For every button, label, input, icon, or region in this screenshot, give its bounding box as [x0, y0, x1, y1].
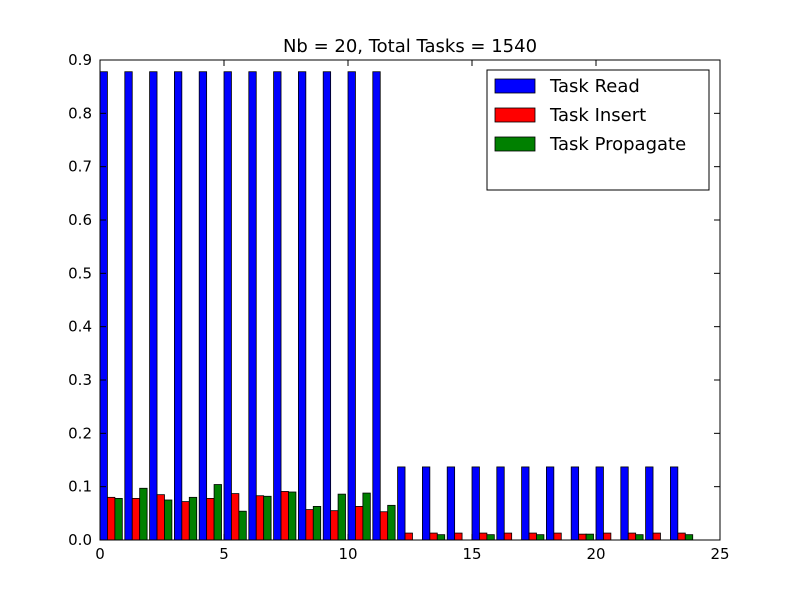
bar-task-read [248, 71, 257, 541]
bar-task-propagate [387, 504, 396, 541]
bar-task-read [595, 466, 604, 541]
bar-task-insert [156, 494, 165, 541]
legend-swatch-task-read [494, 78, 536, 94]
bar-task-read [322, 71, 332, 541]
bar-task-read [570, 466, 580, 541]
bar-task-insert [652, 532, 661, 541]
bar-task-insert [330, 510, 339, 541]
legend-swatch-task-propagate [494, 136, 536, 152]
legend-label-task-propagate: Task Propagate [549, 134, 686, 155]
bar-task-insert [181, 501, 190, 541]
y-tick-label: 0.1 [68, 478, 92, 496]
y-tick-label: 0.5 [68, 264, 92, 282]
bar-task-read [124, 71, 133, 541]
bar-task-propagate [238, 510, 247, 541]
bar-task-insert [454, 532, 463, 541]
x-tick-label: 5 [219, 545, 229, 563]
chart-title: Nb = 20, Total Tasks = 1540 [283, 36, 537, 57]
bar-task-propagate [585, 533, 594, 541]
bar-task-read [297, 71, 307, 541]
bar-task-propagate [288, 491, 297, 541]
bar-task-read [149, 71, 158, 541]
y-tick-label: 0.0 [68, 531, 92, 549]
bar-task-read [421, 466, 431, 541]
bar-task-propagate [362, 492, 371, 541]
bar-task-insert [231, 493, 240, 541]
bar-task-propagate [536, 534, 545, 541]
x-tick-label: 15 [462, 545, 481, 563]
bar-task-insert [404, 532, 413, 541]
bar-task-read [645, 466, 654, 541]
bar-task-insert [379, 511, 389, 541]
bar-task-read [521, 466, 530, 541]
y-tick-label: 0.6 [68, 211, 92, 229]
bar-task-insert [528, 532, 537, 541]
bar-task-propagate [436, 534, 446, 541]
bar-task-read [372, 71, 381, 541]
y-tick-label: 0.8 [68, 104, 92, 122]
bar-task-insert [627, 532, 637, 541]
bar-task-insert [107, 496, 116, 541]
bar-task-insert [479, 532, 488, 541]
legend-label-task-read: Task Read [549, 76, 640, 97]
bar-task-read [198, 71, 208, 541]
bar-task-propagate [635, 534, 644, 541]
bar-task-read [273, 71, 282, 541]
bar-task-insert [553, 532, 562, 541]
legend: Task Read Task Insert Task Propagate [486, 69, 710, 191]
bar-task-propagate [684, 534, 694, 541]
x-tick-label: 20 [586, 545, 605, 563]
bar-task-read [546, 466, 555, 541]
y-tick-label: 0.4 [68, 318, 92, 336]
bar-task-read [173, 71, 183, 541]
plot-frame [99, 59, 721, 541]
y-tick-label: 0.2 [68, 424, 92, 442]
bar-task-insert [280, 491, 289, 541]
bar-task-read [99, 71, 108, 541]
legend-swatch-task-insert [494, 107, 536, 123]
bar-task-propagate [486, 534, 495, 541]
bar-task-propagate [139, 487, 148, 541]
bar-task-read [446, 466, 456, 541]
x-tick-label: 10 [338, 545, 357, 563]
bar-task-read [471, 466, 480, 541]
bar-task-insert [578, 533, 587, 541]
bar-task-propagate [213, 484, 222, 541]
bar-task-read [223, 71, 232, 541]
bar-task-insert [255, 495, 265, 541]
legend-label-task-insert: Task Insert [549, 105, 646, 126]
bar-task-insert [503, 532, 513, 541]
bar-task-propagate [188, 496, 198, 541]
bar-task-insert [131, 497, 141, 541]
bar-task-propagate [164, 499, 173, 541]
bar-task-read [347, 71, 356, 541]
bar-task-propagate [337, 493, 346, 541]
bar-task-insert [603, 532, 612, 541]
bar-task-insert [429, 532, 438, 541]
ticks-layer: 0 5 10 15 20 25 0.0 0.1 0.2 0.3 0.4 0.5 0.6 0.7 0.8 0.9 [68, 51, 729, 563]
bar-task-insert [677, 532, 686, 541]
bar-task-read [670, 466, 679, 541]
x-tick-label: 0 [95, 545, 105, 563]
bar-task-insert [305, 509, 314, 541]
bar-task-insert [206, 497, 215, 541]
bar-task-propagate [312, 505, 322, 541]
bar-task-read [397, 466, 406, 541]
bar-task-propagate [114, 497, 123, 541]
y-tick-label: 0.9 [68, 51, 92, 69]
bar-task-read [620, 466, 629, 541]
bar-task-propagate [263, 495, 272, 541]
y-tick-label: 0.7 [68, 158, 92, 176]
y-tick-label: 0.3 [68, 371, 92, 389]
bar-task-read [496, 466, 505, 541]
x-tick-label: 25 [710, 545, 729, 563]
bar-task-insert [355, 505, 364, 541]
